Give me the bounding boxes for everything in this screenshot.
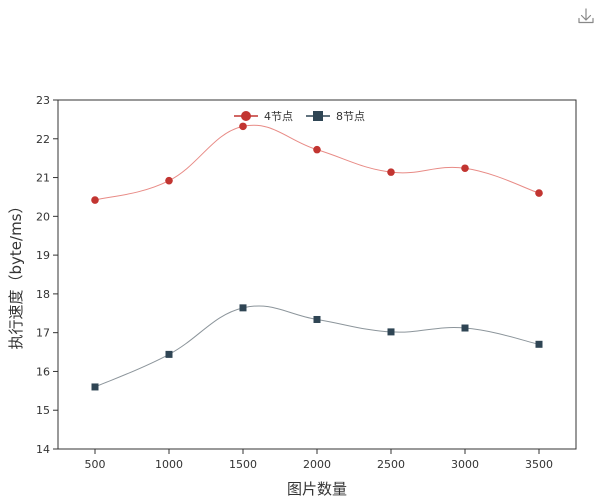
x-tick-label: 2000	[303, 458, 331, 471]
y-tick-label: 22	[36, 133, 50, 146]
y-tick-label: 21	[36, 172, 50, 185]
data-point-series-2-3000	[462, 325, 469, 332]
x-tick-label: 3500	[525, 458, 553, 471]
x-tick-label: 1500	[229, 458, 257, 471]
x-tick-label: 1000	[155, 458, 183, 471]
data-point-series-1-1500	[239, 123, 247, 131]
legend-label: 8节点	[336, 110, 365, 123]
legend-square-icon	[313, 111, 323, 121]
y-tick-label: 17	[36, 327, 50, 340]
data-point-series-2-500	[92, 383, 99, 390]
x-tick-label: 3000	[451, 458, 479, 471]
data-point-series-2-2500	[388, 328, 395, 335]
download-button[interactable]	[576, 6, 596, 26]
y-tick-label: 15	[36, 404, 50, 417]
x-tick-label: 2500	[377, 458, 405, 471]
y-tick-label: 16	[36, 365, 50, 378]
legend-circle-icon	[241, 111, 251, 121]
y-tick-label: 14	[36, 443, 50, 456]
y-tick-label: 23	[36, 94, 50, 107]
data-point-series-1-2000	[313, 146, 321, 154]
x-tick-label: 500	[85, 458, 106, 471]
data-point-series-1-500	[91, 196, 99, 204]
data-point-series-2-2000	[314, 316, 321, 323]
data-point-series-2-1000	[166, 351, 173, 358]
data-point-series-2-3500	[536, 341, 543, 348]
y-tick-label: 19	[36, 249, 50, 262]
legend-label: 4节点	[264, 110, 293, 123]
y-tick-label: 18	[36, 288, 50, 301]
data-point-series-2-1500	[240, 304, 247, 311]
y-axis-title: 执行速度（byte/ms）	[7, 199, 25, 350]
data-point-series-1-1000	[165, 177, 173, 185]
data-point-series-1-2500	[387, 168, 395, 176]
data-point-series-1-3500	[535, 189, 543, 197]
data-point-series-1-3000	[461, 164, 469, 172]
y-tick-label: 20	[36, 210, 50, 223]
download-icon	[576, 6, 596, 26]
x-axis-title: 图片数量	[287, 480, 347, 498]
